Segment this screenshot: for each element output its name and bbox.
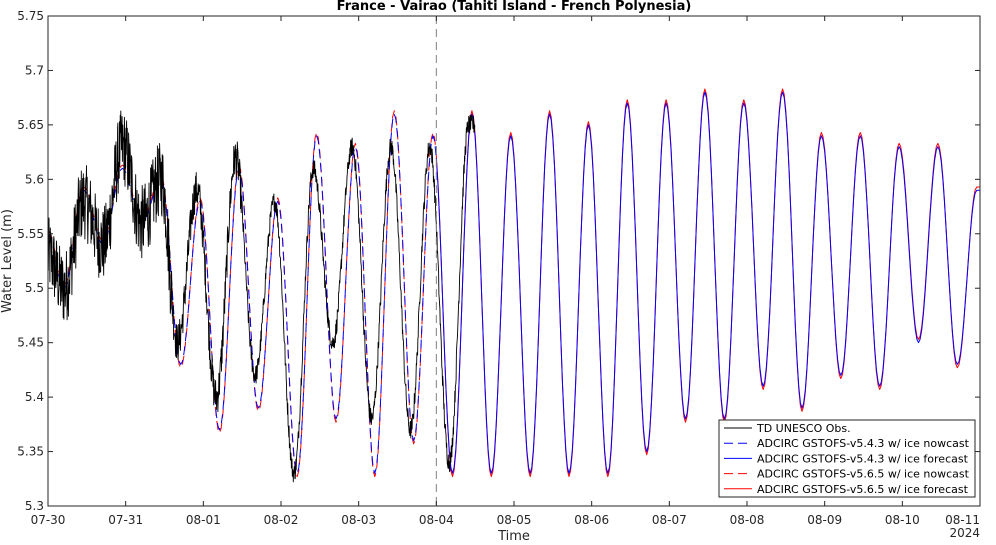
x-tick-label: 08-10: [885, 513, 920, 527]
y-tick-label: 5.65: [17, 118, 44, 132]
y-tick-label: 5.55: [17, 227, 44, 241]
x-tick-label: 08-07: [652, 513, 687, 527]
x-tick-label: 08-03: [341, 513, 376, 527]
y-tick-label: 5.75: [17, 9, 44, 23]
x-tick-label: 08-11: [945, 513, 980, 527]
y-tick-label: 5.6: [25, 172, 44, 186]
x-tick-label: 08-08: [730, 513, 765, 527]
x-tick-label: 07-30: [31, 513, 66, 527]
series-line: [47, 113, 437, 474]
series-line: [47, 110, 476, 483]
x-tick-label: 08-06: [574, 513, 609, 527]
legend-label: ADCIRC GSTOFS-v5.4.3 w/ ice nowcast: [757, 437, 970, 450]
x-tick-label: 08-04: [419, 513, 454, 527]
x-tick-label: 08-01: [186, 513, 221, 527]
y-tick-label: 5.35: [17, 445, 44, 459]
x-tick-label: 08-09: [807, 513, 842, 527]
y-tick-label: 5.3: [25, 499, 44, 513]
series-line: [435, 91, 980, 474]
legend: TD UNESCO Obs. ADCIRC GSTOFS-v5.4.3 w/ ic…: [718, 419, 976, 498]
x-tick-label: 08-02: [264, 513, 299, 527]
y-axis-label: Water Level (m): [0, 209, 15, 313]
x-tick-label: 08-05: [497, 513, 532, 527]
legend-box: [718, 419, 976, 498]
x-axis-label: Time: [497, 529, 530, 541]
y-tick-label: 5.7: [25, 63, 44, 77]
y-tick-label: 5.4: [25, 390, 44, 404]
legend-label: ADCIRC GSTOFS-v5.4.3 w/ ice forecast: [757, 452, 969, 465]
y-tick-label: 5.45: [17, 336, 44, 350]
year-label: 2024: [949, 526, 980, 540]
y-tick-label: 5.5: [25, 281, 44, 295]
x-axis: 07-30 07-31 08-01 08-02 08-03 08-04 08-05 08-06…: [31, 16, 981, 527]
legend-label: ADCIRC GSTOFS-v5.6.5 w/ ice nowcast: [757, 468, 970, 481]
legend-label: TD UNESCO Obs.: [756, 422, 851, 435]
y-axis: 5.3 5.35 5.4 5.45 5.5 5.55 5.6 5.65 5.7 5.75: [17, 9, 980, 513]
x-tick-label: 07-31: [108, 513, 143, 527]
legend-label: ADCIRC GSTOFS-v5.6.5 w/ ice forecast: [757, 483, 969, 496]
series-layer: [47, 88, 980, 483]
chart-title: France - Vairao (Tahiti Island - French …: [337, 0, 692, 14]
plot-frame: [47, 15, 981, 507]
